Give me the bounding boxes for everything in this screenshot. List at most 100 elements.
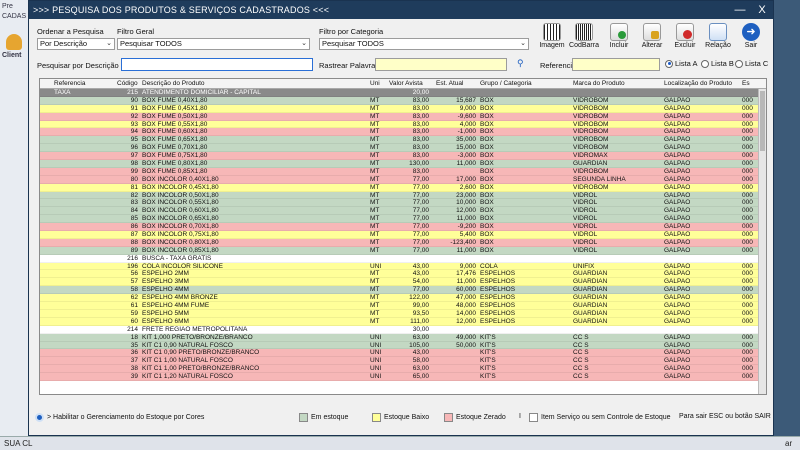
table-row[interactable]: 58 ESPELHO 4MM MT 77,00 60,000 ESPELHOS GUARDI… xyxy=(40,286,766,295)
vertical-scrollbar[interactable] xyxy=(758,89,766,394)
close-button[interactable]: X xyxy=(758,4,766,16)
lista-c-radio[interactable]: Lista C xyxy=(735,59,768,68)
table-row[interactable]: 99 BOX FUME 0,85X1,80 MT 83,00 BOX VIDROBOM GA… xyxy=(40,167,766,176)
report-icon xyxy=(709,23,727,41)
cell-desc: KIT 1,000 PRETO/BRONZE/BRANCO xyxy=(142,333,253,341)
table-row[interactable]: 93 BOX FUME 0,55X1,80 MT 83,00 4,000 BOX VIDRO… xyxy=(40,120,766,129)
table-row[interactable]: 39 KIT C1 1,20 NATURAL FOSCO UNI 65,00 KIT'S… xyxy=(40,373,766,381)
sair-button[interactable]: ➜ Sair xyxy=(736,23,766,57)
col-header[interactable]: Referencia xyxy=(54,80,86,87)
table-row[interactable]: 214 FRETE REGIAO METROPOLITANA 30,00 xyxy=(40,325,766,334)
table-row[interactable]: 60 ESPELHO 6MM MT 111,00 12,000 ESPELHOS GUARD… xyxy=(40,317,766,326)
table-row[interactable]: 62 ESPELHO 4MM BRONZE MT 122,00 47,000 ESPELH… xyxy=(40,294,766,303)
cell-cod: 61 xyxy=(130,302,138,310)
products-table[interactable]: Referencia Código Descrição do Produto U… xyxy=(39,78,767,395)
cell-desc: BOX FUME 0,75X1,80 xyxy=(142,152,208,160)
table-row[interactable]: 82 BOX INCOLOR 0,50X1,80 MT 77,00 23,000 BOX V… xyxy=(40,191,766,200)
window-title: >>> PESQUISA DOS PRODUTOS & SERVIÇOS CAD… xyxy=(33,5,330,15)
color-management-toggle[interactable]: > Habilitar o Gerenciamento do Estoque p… xyxy=(35,413,204,422)
incluir-button[interactable]: Incluir xyxy=(604,23,634,57)
table-row[interactable]: 35 KIT C1 0,90 NATURAL FOSCO UNI 105,00 50,0… xyxy=(40,341,766,350)
codbarra-button[interactable]: CodBarra xyxy=(569,23,599,57)
col-header[interactable]: Uni xyxy=(370,80,380,87)
cell-uni: MT xyxy=(370,96,380,104)
referencia-input[interactable] xyxy=(572,58,660,71)
col-header[interactable]: Código xyxy=(117,80,138,87)
cell-valor: 30,00 xyxy=(412,325,429,333)
table-row[interactable]: 94 BOX FUME 0,60X1,80 MT 83,00 -1,000 BOX VIDR… xyxy=(40,128,766,137)
col-header[interactable]: Descrição do Produto xyxy=(142,80,205,87)
cell-grupo: ESPELHOS xyxy=(480,317,516,325)
cell-desc: BOX FUME 0,80X1,80 xyxy=(142,160,208,168)
cell-desc: BOX INCOLOR 0,50X1,80 xyxy=(142,191,219,199)
col-header[interactable]: Grupo / Categoria xyxy=(480,80,532,87)
cell-uni: MT xyxy=(370,286,380,294)
table-row[interactable]: 86 BOX INCOLOR 0,70X1,80 MT 77,00 -9,200 BOX V… xyxy=(40,223,766,232)
pesquisar-input[interactable] xyxy=(121,58,313,71)
cell-cod: 94 xyxy=(130,128,138,136)
rastrear-input[interactable] xyxy=(375,58,507,71)
col-header[interactable]: Valor Avista xyxy=(389,80,423,87)
alterar-button[interactable]: Alterar xyxy=(637,23,667,57)
col-header[interactable]: Est. Atual xyxy=(436,80,464,87)
table-row[interactable]: 89 BOX INCOLOR 0,85X1,80 MT 77,00 11,000 BOX V… xyxy=(40,246,766,255)
cell-est: -9,600 xyxy=(457,112,476,120)
table-row[interactable]: 83 BOX INCOLOR 0,55X1,80 MT 77,00 10,000 BOX V… xyxy=(40,199,766,208)
col-header[interactable]: Localização do Produto xyxy=(664,80,732,87)
imagem-button[interactable]: Imagem xyxy=(537,23,567,57)
table-row[interactable]: 95 BOX FUME 0,65X1,80 MT 83,00 35,000 BOX VIDR… xyxy=(40,136,766,145)
cell-valor: 63,00 xyxy=(412,333,429,341)
table-row[interactable]: 98 BOX FUME 0,80X1,80 MT 130,00 11,000 BOX GUA… xyxy=(40,160,766,168)
table-row[interactable]: 92 BOX FUME 0,50X1,80 MT 83,00 -9,600 BOX VIDR… xyxy=(40,112,766,121)
cell-est: 48,000 xyxy=(456,302,476,310)
filtro-geral-select[interactable]: Pesquisar TODOS ⌄ xyxy=(117,38,310,50)
lista-b-radio[interactable]: Lista B xyxy=(701,59,734,68)
cell-local: GALPAO xyxy=(664,191,691,199)
cell-uni: MT xyxy=(370,309,380,317)
table-row[interactable]: 90 BOX FUME 0,40X1,80 MT 83,00 15,687 BOX VIDR… xyxy=(40,96,766,105)
table-row[interactable]: 18 KIT 1,000 PRETO/BRONZE/BRANCO UNI 63,00 4… xyxy=(40,333,766,342)
window-titlebar: >>> PESQUISA DOS PRODUTOS & SERVIÇOS CAD… xyxy=(29,1,773,19)
table-row[interactable]: 59 ESPELHO 5MM MT 93,50 14,000 ESPELHOS GUARDI… xyxy=(40,309,766,318)
table-row[interactable]: 96 BOX FUME 0,70X1,80 MT 83,00 15,000 BOX VIDR… xyxy=(40,144,766,153)
filtro-geral-value: Pesquisar TODOS xyxy=(120,39,182,48)
table-row[interactable]: 61 ESPELHO 4MM FUME MT 99,00 48,000 ESPELHOS G… xyxy=(40,302,766,310)
cell-valor: 122,00 xyxy=(409,294,429,302)
cell-uni: MT xyxy=(370,302,380,310)
excluir-button[interactable]: Excluir xyxy=(670,23,700,57)
ordenar-select[interactable]: Por Descrição ⌄ xyxy=(37,38,115,50)
filtro-categoria-select[interactable]: Pesquisar TODOS ⌄ xyxy=(319,38,529,50)
scrollbar-thumb[interactable] xyxy=(760,91,765,151)
col-header[interactable]: Marca do Produto xyxy=(573,80,625,87)
table-row[interactable]: 84 BOX INCOLOR 0,60X1,80 MT 77,00 12,000 BOX V… xyxy=(40,207,766,216)
cell-x: 000 xyxy=(742,191,753,199)
table-row[interactable]: 91 BOX FUME 0,45X1,80 MT 83,00 9,000 BOX VIDRO… xyxy=(40,104,766,113)
table-row[interactable]: 97 BOX FUME 0,75X1,80 MT 83,00 -3,000 BOX VIDR… xyxy=(40,152,766,161)
table-row[interactable]: 57 ESPELHO 3MM MT 54,00 11,000 ESPELHOS GUARDI… xyxy=(40,278,766,287)
table-row[interactable]: 196 COLA INCOLOR SILICONE UNI 43,00 9,000 COL… xyxy=(40,262,766,271)
cell-marca: VIDROBOM xyxy=(573,183,609,191)
table-row[interactable]: 85 BOX INCOLOR 0,65X1,80 MT 77,00 11,000 BOX V… xyxy=(40,215,766,224)
table-row[interactable]: 81 BOX INCOLOR 0,45X1,80 MT 77,00 2,600 BOX VI… xyxy=(40,183,766,192)
lista-a-radio[interactable]: Lista A xyxy=(665,59,698,68)
table-row[interactable]: 37 KIT C1 1,00 NATURAL FOSCO UNI 58,00 KIT'S… xyxy=(40,357,766,366)
table-row[interactable]: 56 ESPELHO 2MM MT 43,00 17,476 ESPELHOS GUARDI… xyxy=(40,270,766,279)
cell-x: 000 xyxy=(742,262,753,270)
table-row[interactable]: 80 BOX INCOLOR 0,40X1,80 MT 77,00 17,000 BOX S… xyxy=(40,175,766,184)
cell-desc: BOX INCOLOR 0,60X1,80 xyxy=(142,207,219,215)
cell-uni: MT xyxy=(370,112,380,120)
clients-icon[interactable] xyxy=(6,34,22,50)
table-row[interactable]: 38 KIT C1 1,00 PRETO/BRONZE/BRANCO UNI 63,0… xyxy=(40,365,766,374)
minimize-button[interactable]: — xyxy=(734,4,746,16)
table-row[interactable]: 36 KIT C1 0,90 PRETO/BRONZE/BRANCO UNI 43,0… xyxy=(40,349,766,358)
table-row[interactable]: 87 BOX INCOLOR 0,75X1,80 MT 77,00 5,400 BOX VI… xyxy=(40,231,766,239)
cell-local: GALPAO xyxy=(664,278,691,286)
table-row[interactable]: TAXA 215 ATENDIMENTO DOMICILIAR - CAPITAL 2… xyxy=(40,89,766,97)
relacao-button[interactable]: Relação xyxy=(703,23,733,57)
table-row[interactable]: 216 BUSCA - TAXA GRATIS xyxy=(40,254,766,263)
search-words-icon[interactable]: ⚲ xyxy=(517,58,524,68)
col-header[interactable]: Es xyxy=(742,80,750,87)
table-row[interactable]: 88 BOX INCOLOR 0,80X1,80 MT 77,00 -123,400 BO… xyxy=(40,238,766,247)
cell-grupo: KIT'S xyxy=(480,357,496,365)
cell-desc: ESPELHO 2MM xyxy=(142,270,189,278)
